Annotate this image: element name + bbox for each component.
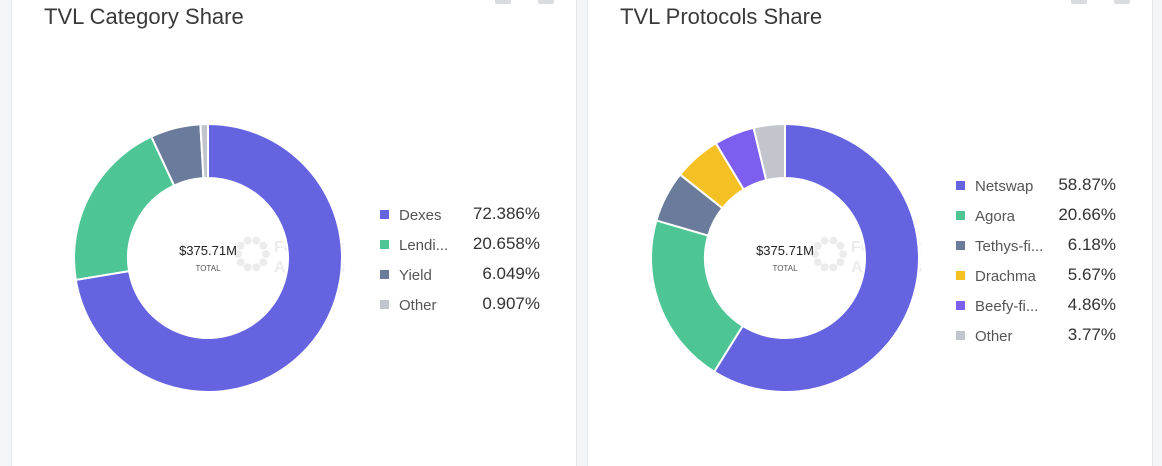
watermark-dot xyxy=(836,241,845,250)
total-value: $375.71M xyxy=(756,243,814,258)
watermark-dot xyxy=(252,236,261,245)
watermark-dot xyxy=(811,250,819,258)
donut-slices xyxy=(73,122,343,393)
legend-swatch xyxy=(956,331,965,340)
legend-label: Beefy-fi... xyxy=(975,298,1038,315)
legend-swatch xyxy=(380,240,389,249)
legend-label: Yield xyxy=(399,267,432,284)
chart-title: TVL Protocols Share xyxy=(620,4,823,29)
legend-item-dexes[interactable]: Dexes 72.386% xyxy=(380,204,540,224)
minimize-icon[interactable] xyxy=(495,0,511,4)
legend-label: Drachma xyxy=(975,268,1037,285)
watermark-dot xyxy=(836,258,845,267)
legend-item-netswap[interactable]: Netswap 58.87% xyxy=(956,175,1116,195)
watermark-dot xyxy=(820,263,829,272)
legend-swatch xyxy=(956,271,965,280)
legend-value: 0.907% xyxy=(482,294,540,313)
legend-swatch xyxy=(956,181,965,190)
legend-value: 6.18% xyxy=(1068,235,1116,254)
legend-swatch xyxy=(380,210,389,219)
watermark-dot xyxy=(820,236,829,245)
donut-chart: Footprint Analytics $375.71M TOTAL Dexes… xyxy=(73,122,540,393)
legend-label: Dexes xyxy=(399,207,442,224)
total-label: TOTAL xyxy=(772,264,798,273)
watermark-dot xyxy=(234,250,242,258)
watermark-dot xyxy=(829,236,838,245)
chart-legend: Dexes 72.386% Lendi... 20.658% Yield 6.049% Ot… xyxy=(380,204,540,314)
legend-label: Other xyxy=(975,328,1013,345)
donut-slice-agora[interactable] xyxy=(650,219,745,374)
watermark-icon xyxy=(234,236,270,272)
watermark-dot xyxy=(262,250,270,258)
chart-title: TVL Category Share xyxy=(44,4,244,29)
chart-panel-protocols: TVL Protocols Share Footprint Analytics … xyxy=(587,0,1153,466)
legend-value: 20.66% xyxy=(1058,205,1116,224)
legend-value: 72.386% xyxy=(473,204,540,223)
chart-legend: Netswap 58.87% Agora 20.66% Tethys-fi... 6.18… xyxy=(956,175,1116,345)
legend-label: Tethys-fi... xyxy=(975,238,1043,255)
watermark-dot xyxy=(813,241,822,250)
legend-value: 20.658% xyxy=(473,234,540,253)
legend-item-other[interactable]: Other 0.907% xyxy=(380,294,540,314)
watermark-dot xyxy=(829,263,838,272)
watermark-dot xyxy=(243,236,252,245)
watermark-dot xyxy=(243,263,252,272)
donut-slice-netswap[interactable] xyxy=(712,122,920,393)
legend-value: 4.86% xyxy=(1068,295,1116,314)
donut-slice-other[interactable] xyxy=(199,122,209,180)
expand-icon[interactable] xyxy=(1114,0,1130,4)
legend-value: 6.049% xyxy=(482,264,540,283)
watermark-dot xyxy=(259,258,268,267)
legend-item-yield[interactable]: Yield 6.049% xyxy=(380,264,540,284)
minimize-icon[interactable] xyxy=(1071,0,1087,4)
legend-label: Other xyxy=(399,297,437,314)
legend-label: Netswap xyxy=(975,178,1033,195)
donut-chart: Footprint Analytics $375.71M TOTAL Netsw… xyxy=(650,122,1116,393)
legend-item-tethys-finance[interactable]: Tethys-fi... 6.18% xyxy=(956,235,1116,255)
total-value: $375.71M xyxy=(179,243,237,258)
watermark-dot xyxy=(236,258,245,267)
watermark-dot xyxy=(839,250,847,258)
total-label: TOTAL xyxy=(195,264,221,273)
watermark-dot xyxy=(259,241,268,250)
donut-slice-lending[interactable] xyxy=(73,135,176,282)
legend-label: Agora xyxy=(975,208,1016,225)
watermark-dot xyxy=(236,241,245,250)
legend-swatch xyxy=(956,241,965,250)
legend-swatch xyxy=(956,301,965,310)
watermark-dot xyxy=(813,258,822,267)
legend-item-agora[interactable]: Agora 20.66% xyxy=(956,205,1116,225)
donut-slices xyxy=(650,122,920,393)
donut-slice-dexes[interactable] xyxy=(74,122,343,393)
legend-swatch xyxy=(956,211,965,220)
legend-value: 58.87% xyxy=(1058,175,1116,194)
watermark-icon xyxy=(811,236,847,272)
legend-item-beefy-finance[interactable]: Beefy-fi... 4.86% xyxy=(956,295,1116,315)
legend-swatch xyxy=(380,270,389,279)
legend-value: 3.77% xyxy=(1068,325,1116,344)
chart-panel-category: TVL Category Share Footprint Analytics $… xyxy=(11,0,577,466)
legend-item-lending[interactable]: Lendi... 20.658% xyxy=(380,234,540,254)
watermark-dot xyxy=(252,263,261,272)
legend-item-drachma[interactable]: Drachma 5.67% xyxy=(956,265,1116,285)
legend-item-other[interactable]: Other 3.77% xyxy=(956,325,1116,345)
legend-value: 5.67% xyxy=(1068,265,1116,284)
donut-slice-other[interactable] xyxy=(752,122,786,182)
legend-label: Lendi... xyxy=(399,237,448,254)
expand-icon[interactable] xyxy=(538,0,554,4)
legend-swatch xyxy=(380,300,389,309)
